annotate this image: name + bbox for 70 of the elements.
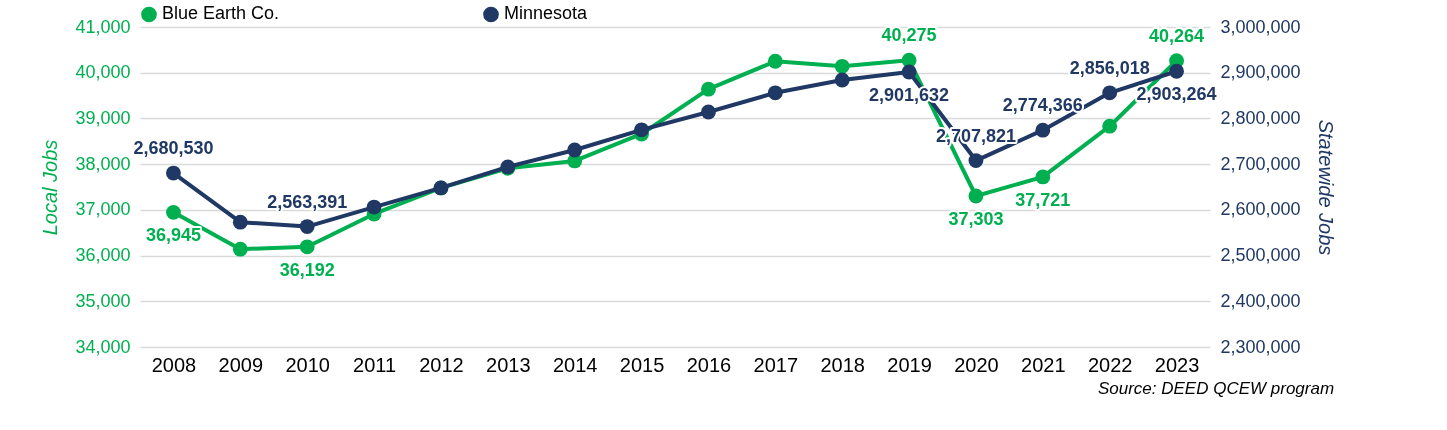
- data-label: 40,275: [881, 25, 937, 46]
- data-label: 2,774,366: [1002, 95, 1083, 116]
- y-tick-label: 38,000: [75, 153, 131, 174]
- point: [834, 58, 850, 74]
- x-tick-label: 2020: [954, 353, 999, 376]
- y-axis-title: Local Jobs: [39, 139, 62, 236]
- data-label: 37,303: [948, 209, 1004, 230]
- y2-tick-label: 2,300,000: [1220, 336, 1301, 357]
- y-tick-label: 40,000: [75, 62, 131, 83]
- point: [701, 104, 716, 120]
- point: [701, 81, 716, 97]
- data-label: 37,721: [1015, 189, 1071, 210]
- y2-tick-label: 2,800,000: [1220, 107, 1301, 128]
- point: [767, 85, 783, 101]
- point: [232, 214, 248, 230]
- y-tick-label: 36,000: [75, 245, 131, 266]
- point: [1035, 122, 1051, 138]
- x-tick-label: 2008: [151, 353, 197, 376]
- x-tick-label: 2016: [686, 353, 732, 376]
- legend-label: Blue Earth Co.: [162, 3, 280, 24]
- data-label: 40,264: [1149, 25, 1205, 46]
- point: [166, 204, 181, 220]
- point: [1169, 63, 1184, 79]
- point: [366, 199, 382, 215]
- y2-tick-label: 3,000,000: [1220, 16, 1301, 37]
- y-tick-label: 39,000: [75, 107, 131, 128]
- x-tick-label: 2019: [887, 353, 932, 376]
- x-tick-label: 2013: [486, 353, 531, 376]
- y2-tick-label: 2,400,000: [1220, 290, 1301, 311]
- y2-tick-label: 2,700,000: [1220, 153, 1301, 174]
- data-label: 2,856,018: [1069, 57, 1150, 78]
- point: [634, 122, 649, 138]
- point: [834, 72, 850, 88]
- x-tick-label: 2014: [552, 353, 598, 376]
- x-tick-label: 2021: [1021, 353, 1066, 376]
- x-tick-label: 2022: [1087, 353, 1133, 376]
- point: [1102, 85, 1118, 101]
- point: [166, 165, 181, 181]
- point: [901, 64, 917, 80]
- x-tick-label: 2023: [1154, 353, 1200, 376]
- point: [232, 241, 248, 257]
- y2-tick-label: 2,900,000: [1220, 62, 1301, 83]
- data-label: 36,192: [279, 259, 335, 280]
- y-tick-label: 41,000: [75, 16, 131, 37]
- x-tick-label: 2012: [419, 353, 464, 376]
- point: [1035, 169, 1051, 185]
- point: [1102, 118, 1118, 134]
- data-label: 2,680,530: [133, 138, 214, 159]
- source-note: Source: DEED QCEW program: [1097, 379, 1335, 398]
- point: [968, 188, 984, 204]
- x-tick-label: 2010: [285, 353, 330, 376]
- data-label: 36,945: [145, 225, 201, 246]
- y-tick-label: 35,000: [75, 290, 131, 311]
- point: [299, 219, 315, 234]
- data-label: 2,563,391: [267, 191, 348, 212]
- point: [299, 239, 315, 255]
- x-tick-label: 2018: [820, 353, 865, 376]
- point: [567, 142, 583, 158]
- x-tick-label: 2017: [753, 353, 799, 376]
- y-tick-label: 34,000: [75, 336, 131, 357]
- y-tick-label: 37,000: [75, 199, 131, 220]
- x-tick-label: 2015: [619, 353, 665, 376]
- x-tick-label: 2009: [218, 353, 264, 376]
- y2-tick-label: 2,500,000: [1220, 245, 1301, 266]
- y2-axis-title: Statewide Jobs: [1314, 119, 1337, 256]
- point: [968, 153, 984, 168]
- point: [767, 53, 783, 69]
- x-tick-label: 2011: [353, 353, 397, 376]
- y2-tick-label: 2,600,000: [1220, 199, 1301, 220]
- legend-label: Minnesota: [504, 3, 589, 24]
